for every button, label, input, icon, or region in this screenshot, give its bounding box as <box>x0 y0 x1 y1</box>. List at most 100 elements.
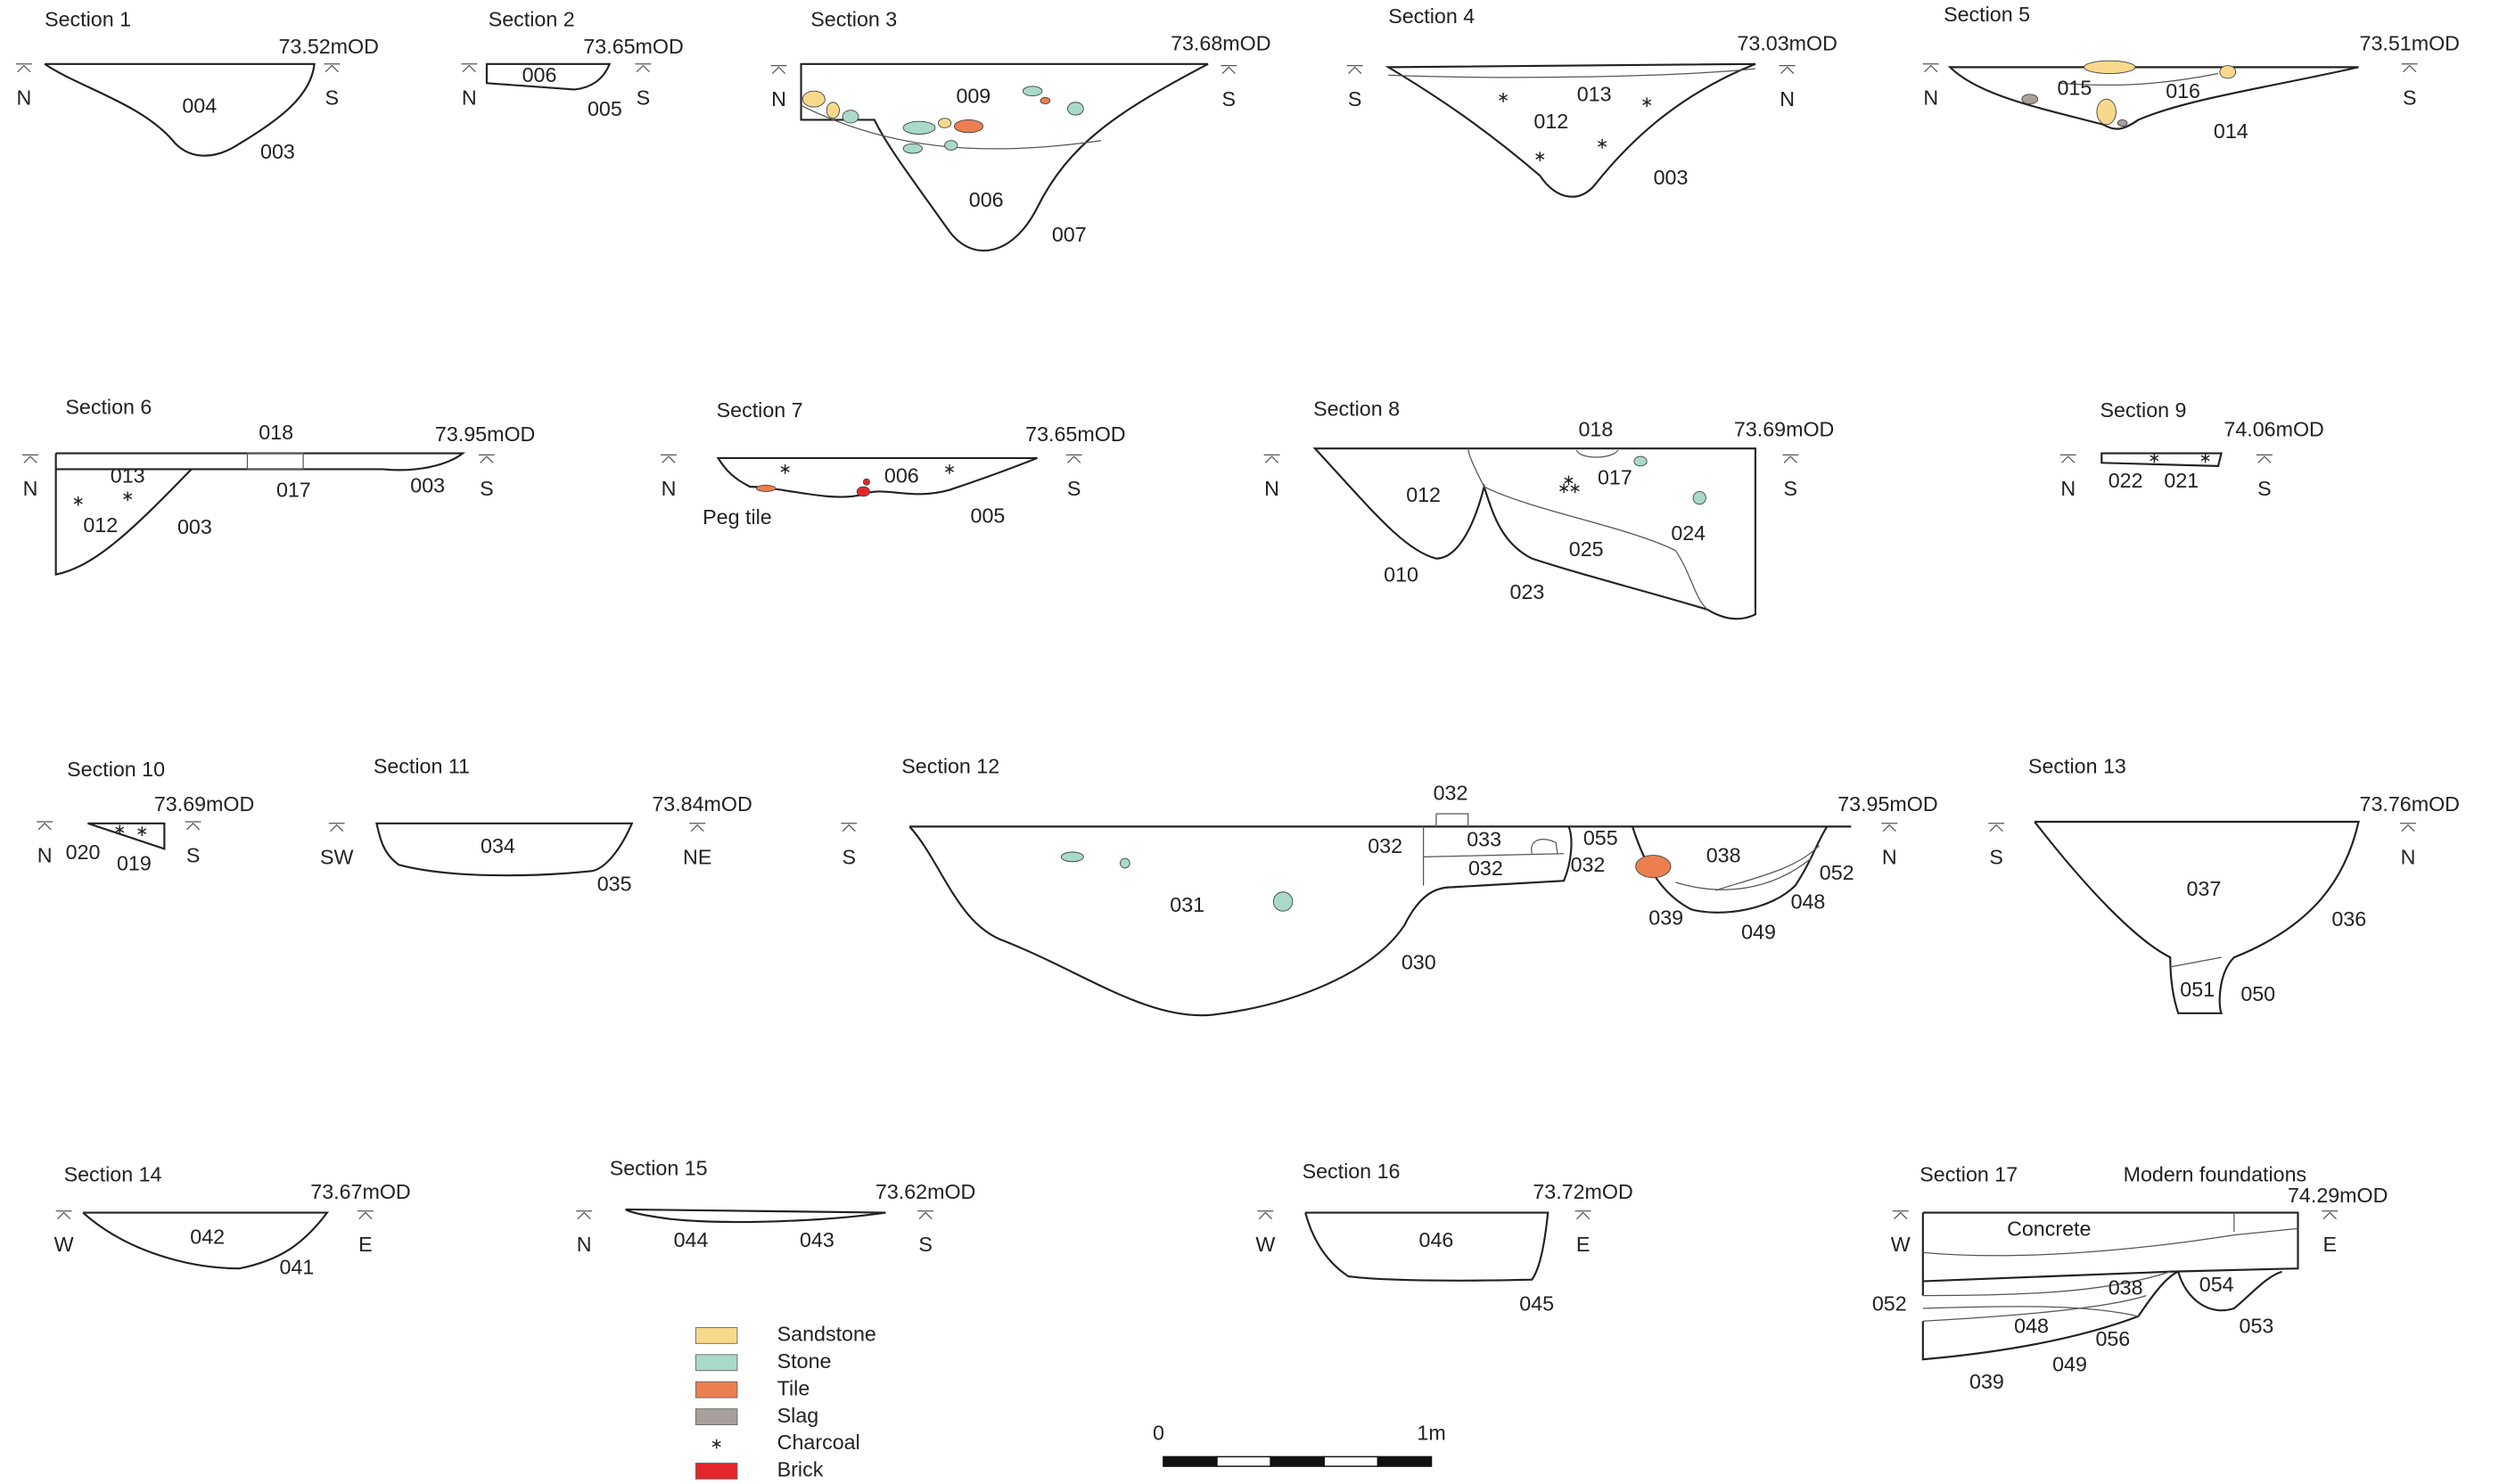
orientation-left: W <box>1255 1233 1275 1256</box>
context-label: 018 <box>259 421 293 444</box>
section-title: Section 2 <box>489 8 575 31</box>
legend-label: Charcoal <box>777 1431 860 1454</box>
context-label: 024 <box>1671 521 1706 545</box>
legend-label: Tile <box>777 1376 810 1399</box>
orientation-left: N <box>1923 86 1938 109</box>
context-label: 042 <box>190 1225 225 1248</box>
orientation-left: N <box>771 87 786 111</box>
inclusion <box>1067 102 1083 115</box>
inclusion <box>2084 61 2135 73</box>
context-label: 017 <box>276 479 311 502</box>
context-label: 022 <box>2109 469 2143 492</box>
datum-level: 73.67mOD <box>310 1180 410 1203</box>
context-label: 032 <box>1571 853 1606 876</box>
context-label: Modern foundations <box>2124 1162 2307 1185</box>
context-label: 016 <box>2166 79 2200 102</box>
orientation-left: N <box>462 86 477 109</box>
orientation-left: W <box>54 1233 74 1256</box>
page: Section 173.52mODNS004003Section 273.65m… <box>0 0 2499 1484</box>
context-label: 018 <box>1579 418 1614 441</box>
orientation-right: S <box>1221 87 1236 111</box>
context-label: 012 <box>1533 110 1568 133</box>
inclusion <box>2022 94 2038 104</box>
context-label: 007 <box>1052 223 1087 246</box>
orientation-right: S <box>637 86 651 109</box>
context-label: 010 <box>1384 562 1418 586</box>
section-title: Section 6 <box>65 396 152 419</box>
legend-swatch <box>695 1409 737 1425</box>
context-label: 043 <box>800 1228 834 1251</box>
context-label: 012 <box>83 513 118 537</box>
datum-level: 74.06mOD <box>2224 418 2323 441</box>
context-label: 039 <box>1648 906 1683 929</box>
legend-label: Sandstone <box>777 1322 876 1345</box>
inclusion <box>903 143 922 153</box>
context-label: 009 <box>956 85 991 108</box>
section-title: Section 7 <box>717 398 803 422</box>
inclusion <box>1061 852 1083 862</box>
inclusion <box>1121 858 1130 868</box>
scale-end: 1m <box>1417 1421 1445 1444</box>
inclusion <box>1636 856 1671 878</box>
datum-level: 73.68mOD <box>1171 31 1270 54</box>
legend-swatch <box>695 1464 737 1480</box>
background <box>0 0 2499 1484</box>
inclusion <box>863 479 869 485</box>
context-label: 053 <box>2240 1315 2274 1338</box>
context-label: 041 <box>280 1255 315 1278</box>
context-label: 052 <box>1820 861 1854 884</box>
legend-label: Brick <box>777 1458 824 1481</box>
context-label: 004 <box>182 94 217 117</box>
section-title: Section 13 <box>2028 754 2126 777</box>
section-title: Section 1 <box>45 8 131 31</box>
section-title: Section 11 <box>374 754 470 777</box>
orientation-left: S <box>1989 845 2003 868</box>
datum-level: 73.69mOD <box>1734 418 1834 441</box>
legend-swatch <box>695 1327 737 1343</box>
context-label: 005 <box>971 504 1006 527</box>
context-label: 036 <box>2331 907 2366 931</box>
context-label: 023 <box>1510 580 1545 603</box>
section-title: Section 15 <box>610 1156 708 1179</box>
inclusion <box>1023 86 1041 96</box>
legend-label: Stone <box>777 1349 832 1373</box>
inclusion <box>826 102 839 119</box>
inclusion <box>2117 119 2127 126</box>
orientation-left: N <box>662 477 677 500</box>
scale-bar-segment <box>1270 1456 1324 1466</box>
datum-level: 73.69mOD <box>154 792 254 816</box>
section-title: Section 12 <box>901 754 999 777</box>
section-drawings: Section 173.52mODNS004003Section 273.65m… <box>0 0 2499 1484</box>
context-label: 017 <box>1598 465 1632 488</box>
datum-level: 73.95mOD <box>1837 792 1937 816</box>
context-label: 048 <box>2014 1315 2049 1338</box>
inclusion <box>1040 97 1050 103</box>
orientation-right: S <box>186 844 201 867</box>
context-label: 037 <box>2186 877 2221 900</box>
orientation-right: S <box>918 1233 933 1256</box>
datum-level: 73.03mOD <box>1737 31 1837 54</box>
section-title: Section 3 <box>810 8 897 31</box>
orientation-right: S <box>325 86 340 109</box>
context-label: 012 <box>1406 483 1441 506</box>
orientation-right: E <box>2323 1233 2338 1256</box>
context-label: 025 <box>1569 537 1604 561</box>
context-label: 032 <box>1468 857 1503 880</box>
section-title: Section 17 <box>1919 1162 2018 1185</box>
orientation-right: S <box>480 477 494 500</box>
context-label: 019 <box>117 851 152 874</box>
orientation-right: E <box>358 1233 373 1256</box>
context-label: 052 <box>1872 1291 1907 1315</box>
datum-level: 73.51mOD <box>2360 31 2460 54</box>
orientation-left: N <box>2060 477 2076 500</box>
datum-level: 73.62mOD <box>875 1180 975 1203</box>
inclusion <box>2097 99 2116 125</box>
context-label: 049 <box>1741 920 1776 943</box>
legend-swatch <box>695 1382 737 1398</box>
scale-start: 0 <box>1153 1421 1164 1444</box>
legend-label: Slag <box>777 1404 819 1427</box>
scale-bar-segment <box>1377 1456 1431 1466</box>
section-title: Section 10 <box>67 758 165 781</box>
section-title: Section 16 <box>1303 1160 1401 1183</box>
section-title: Section 14 <box>64 1162 162 1185</box>
